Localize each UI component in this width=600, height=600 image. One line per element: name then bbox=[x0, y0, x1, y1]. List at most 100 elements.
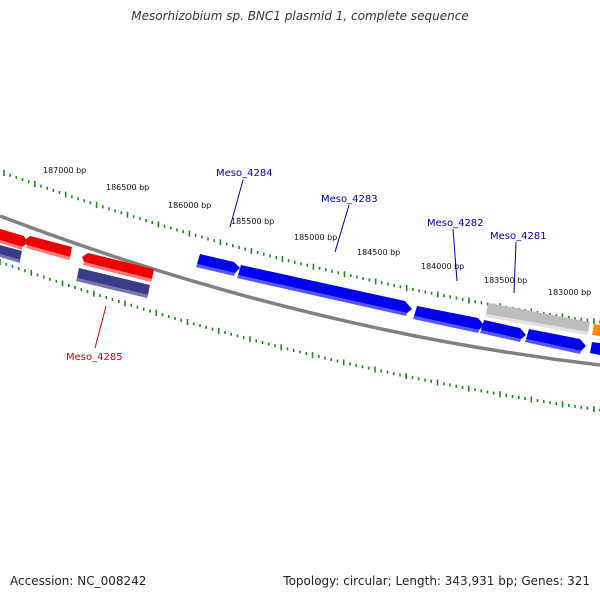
scale-label: 183500 bp bbox=[484, 276, 527, 285]
scale-tick bbox=[11, 264, 14, 268]
scale-tick bbox=[486, 302, 489, 306]
scale-tick bbox=[412, 287, 414, 291]
gene-label-meso-4282[interactable]: Meso_4282 bbox=[427, 218, 484, 229]
scale-tick bbox=[331, 269, 333, 273]
scale-tick bbox=[24, 269, 26, 273]
scale-tick bbox=[151, 220, 153, 224]
scale-tick bbox=[356, 275, 358, 279]
scale-tick bbox=[36, 273, 39, 277]
scale-tick bbox=[392, 372, 395, 376]
scale-tick bbox=[367, 366, 370, 370]
scale-label: 185500 bp bbox=[231, 217, 274, 226]
scale-tick bbox=[55, 279, 58, 283]
scale-tick bbox=[15, 175, 18, 179]
scale-tick bbox=[269, 254, 271, 258]
gene-grey[interactable] bbox=[485, 303, 590, 335]
gene-blue-right[interactable] bbox=[525, 329, 586, 354]
gene-meso-4282[interactable] bbox=[413, 306, 484, 333]
scale-tick bbox=[355, 363, 357, 367]
scale-label: 185000 bp bbox=[294, 233, 337, 242]
gene-meso-4285-red[interactable] bbox=[82, 253, 154, 282]
scale-tick bbox=[386, 370, 389, 374]
scale-tick bbox=[337, 271, 340, 275]
scale-tick bbox=[0, 259, 1, 265]
scale-tick bbox=[86, 290, 89, 294]
scale-tick bbox=[449, 383, 451, 387]
scale-tick bbox=[256, 251, 259, 254]
gene-label-meso-4281[interactable]: Meso_4281 bbox=[490, 231, 547, 242]
scale-tick bbox=[324, 356, 326, 360]
scale-tick bbox=[249, 336, 251, 343]
scale-tick bbox=[225, 242, 228, 246]
scale-tick bbox=[95, 201, 98, 208]
scale-tick bbox=[205, 325, 207, 329]
scale-labels: 187000 bp 186500 bp 186000 bp 185500 bp … bbox=[43, 166, 591, 297]
scale-tick bbox=[186, 319, 189, 325]
label-leaders bbox=[94, 179, 517, 349]
scale-tick bbox=[244, 247, 246, 251]
scale-tick bbox=[242, 336, 245, 340]
inner-tick-track bbox=[0, 259, 600, 413]
scale-tick bbox=[58, 191, 61, 194]
scale-tick bbox=[275, 255, 277, 259]
scale-tick bbox=[68, 284, 70, 287]
scale-tick bbox=[207, 237, 209, 241]
scale-tick bbox=[5, 262, 8, 266]
gene-label-meso-4285[interactable]: Meso_4285 bbox=[66, 352, 123, 363]
scale-tick bbox=[449, 295, 451, 299]
scale-tick bbox=[238, 246, 240, 249]
scale-tick bbox=[124, 300, 126, 307]
scale-tick bbox=[64, 191, 67, 198]
outer-tick-track bbox=[3, 170, 600, 325]
gene-blue-edge[interactable] bbox=[590, 342, 600, 355]
scale-label: 184500 bp bbox=[357, 248, 400, 257]
scale-tick bbox=[267, 342, 270, 346]
sequence-backbone bbox=[0, 214, 600, 367]
scale-tick bbox=[163, 224, 166, 228]
scale-tick bbox=[568, 404, 570, 407]
scale-tick bbox=[336, 359, 339, 363]
gene-meso-4281[interactable] bbox=[480, 320, 526, 342]
gene-red-2[interactable] bbox=[25, 236, 72, 260]
scale-tick bbox=[492, 391, 495, 395]
gene-meso-4285-purple[interactable] bbox=[76, 268, 150, 298]
scale-tick bbox=[374, 278, 377, 285]
scale-tick bbox=[399, 373, 401, 377]
scale-tick bbox=[274, 344, 276, 348]
scale-tick bbox=[9, 173, 11, 177]
gene-purple-left[interactable] bbox=[0, 245, 22, 263]
scale-tick bbox=[52, 188, 55, 192]
scale-tick bbox=[437, 291, 439, 298]
scale-tick bbox=[136, 305, 139, 309]
scale-tick bbox=[405, 285, 408, 292]
gene-label-meso-4283[interactable]: Meso_4283 bbox=[321, 194, 378, 205]
scale-tick bbox=[43, 275, 45, 279]
scale-tick bbox=[250, 247, 253, 254]
scale-tick bbox=[102, 205, 104, 209]
gene-meso-4284[interactable] bbox=[196, 254, 240, 276]
gene-labels: Meso_4284 Meso_4283 Meso_4282 Meso_4281 … bbox=[66, 168, 547, 363]
scale-tick bbox=[108, 207, 110, 211]
scale-tick bbox=[217, 327, 220, 334]
scale-tick bbox=[230, 332, 232, 336]
scale-tick bbox=[312, 263, 315, 270]
scale-tick bbox=[467, 385, 470, 392]
scale-tick bbox=[580, 317, 583, 321]
scale-tick bbox=[255, 339, 257, 343]
scale-tick bbox=[294, 260, 296, 264]
gene-meso-4283[interactable] bbox=[237, 265, 412, 316]
scale-tick bbox=[574, 316, 576, 320]
gene-label-meso-4284[interactable]: Meso_4284 bbox=[216, 168, 273, 179]
scale-tick bbox=[499, 391, 501, 398]
scale-tick bbox=[430, 379, 432, 383]
scale-tick bbox=[139, 217, 141, 221]
scale-tick bbox=[188, 230, 191, 237]
scale-tick bbox=[130, 303, 132, 307]
scale-tick bbox=[342, 359, 345, 366]
scale-tick bbox=[149, 309, 151, 313]
gene-orange[interactable] bbox=[592, 324, 600, 336]
scale-tick bbox=[318, 266, 321, 270]
scale-tick bbox=[61, 280, 64, 287]
scale-tick bbox=[555, 402, 558, 405]
gene-red-1[interactable] bbox=[0, 229, 28, 250]
